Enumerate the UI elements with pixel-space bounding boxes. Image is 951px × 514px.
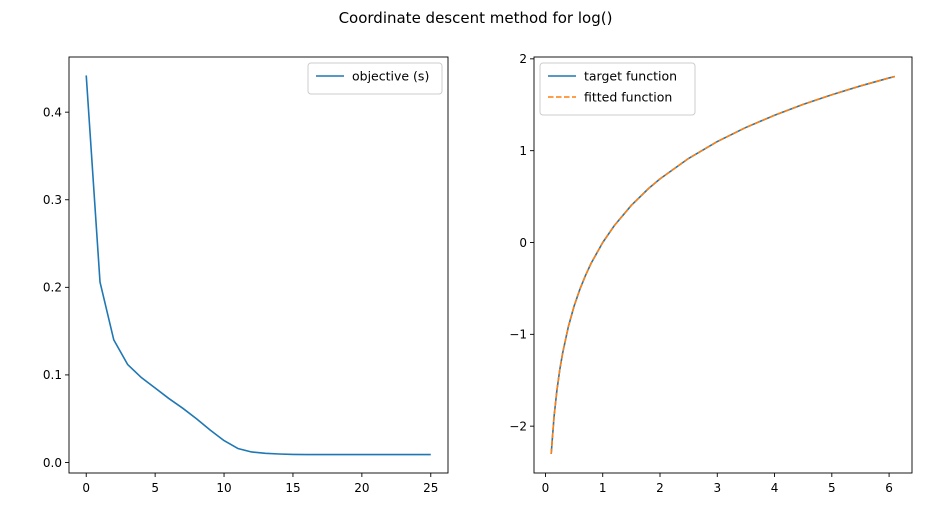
x-tick-label: 0: [542, 481, 550, 495]
axes-frame: [68, 56, 449, 474]
x-tick-label: 4: [771, 481, 779, 495]
x-tick-label: 5: [151, 481, 159, 495]
x-tick-label: 2: [656, 481, 664, 495]
y-tick-label: 0.4: [43, 105, 62, 119]
x-tick-label: 10: [216, 481, 231, 495]
x-tick-label: 0: [82, 481, 90, 495]
legend: objective (s): [307, 62, 443, 95]
x-tick-label: 5: [828, 481, 836, 495]
y-tick-label: 0.3: [43, 193, 62, 207]
x-tick-label: 20: [354, 481, 369, 495]
x-tick-label: 1: [599, 481, 607, 495]
y-tick-label: −1: [509, 328, 527, 342]
y-tick-label: 2: [519, 52, 527, 66]
y-tick-label: 0.1: [43, 368, 62, 382]
x-tick-label: 3: [713, 481, 721, 495]
legend-label: objective (s): [352, 69, 429, 84]
y-tick-label: 0.0: [43, 456, 62, 470]
y-tick-label: 0: [519, 236, 527, 250]
plot-area: [534, 57, 912, 473]
legend-label: fitted function: [584, 90, 672, 105]
figure-title: Coordinate descent method for log(): [339, 9, 613, 27]
y-tick-label: 1: [519, 144, 527, 158]
plot-area: [69, 57, 448, 473]
x-tick-label: 15: [285, 481, 300, 495]
legend: target function fitted function: [539, 62, 696, 116]
function-fit-chart-panel: 0 1 2 3 4 5 6 −2 −1 0 1 2 target function fitted func…: [509, 52, 913, 495]
objective-chart-panel: 0 5 10 15 20 25 0.0 0.1 0.2 0.3 0.4 objective (s): [43, 56, 449, 495]
x-tick-label: 25: [423, 481, 438, 495]
legend-box: [539, 62, 696, 116]
series-line-objective-s: [85, 75, 431, 456]
series-line-fitted-function: [550, 75, 896, 455]
x-tick-label: 6: [885, 481, 893, 495]
legend-box: [307, 62, 443, 95]
legend-label: target function: [584, 69, 677, 84]
y-tick-label: −2: [509, 419, 527, 433]
y-tick-label: 0.2: [43, 281, 62, 295]
axes-frame: [533, 56, 913, 474]
